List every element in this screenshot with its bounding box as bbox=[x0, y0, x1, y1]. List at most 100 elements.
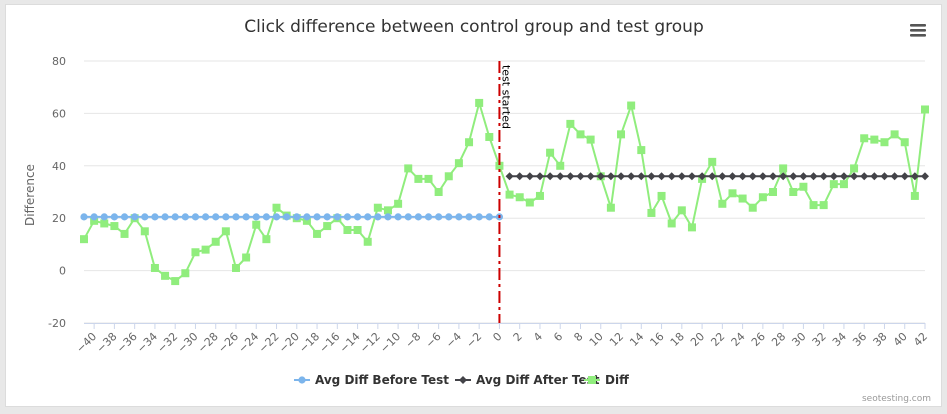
data-point[interactable] bbox=[454, 159, 463, 168]
data-point[interactable] bbox=[272, 203, 281, 212]
data-point[interactable] bbox=[789, 188, 798, 196]
data-point[interactable] bbox=[535, 172, 544, 181]
data-point[interactable] bbox=[647, 208, 656, 217]
data-point[interactable] bbox=[313, 213, 321, 221]
data-point[interactable] bbox=[910, 191, 919, 200]
data-point[interactable] bbox=[141, 213, 149, 221]
data-point[interactable] bbox=[231, 263, 240, 272]
data-point[interactable] bbox=[596, 172, 605, 181]
data-point[interactable] bbox=[677, 206, 686, 215]
data-point[interactable] bbox=[829, 172, 838, 181]
data-point[interactable] bbox=[799, 172, 808, 181]
data-point[interactable] bbox=[80, 213, 88, 221]
data-point[interactable] bbox=[890, 130, 899, 139]
data-point[interactable] bbox=[718, 199, 727, 208]
data-point[interactable] bbox=[191, 213, 200, 221]
data-point[interactable] bbox=[515, 193, 524, 202]
data-point[interactable] bbox=[404, 213, 412, 221]
data-point[interactable] bbox=[576, 172, 585, 181]
data-point[interactable] bbox=[738, 194, 747, 203]
data-point[interactable] bbox=[485, 132, 494, 141]
data-point[interactable] bbox=[505, 172, 514, 181]
data-point[interactable] bbox=[870, 135, 879, 144]
data-point[interactable] bbox=[475, 98, 484, 107]
data-point[interactable] bbox=[637, 146, 646, 155]
data-point[interactable] bbox=[515, 172, 524, 181]
data-point[interactable] bbox=[120, 229, 129, 238]
data-point[interactable] bbox=[748, 203, 757, 212]
data-point[interactable] bbox=[687, 223, 696, 232]
data-point[interactable] bbox=[191, 248, 200, 257]
data-point[interactable] bbox=[839, 180, 848, 189]
data-point[interactable] bbox=[110, 222, 119, 231]
credit-link[interactable]: seotesting.com bbox=[862, 394, 931, 404]
data-point[interactable] bbox=[262, 235, 271, 244]
data-point[interactable] bbox=[424, 213, 433, 221]
data-point[interactable] bbox=[698, 172, 707, 181]
data-point[interactable] bbox=[374, 213, 382, 221]
data-point[interactable] bbox=[465, 138, 474, 147]
data-point[interactable] bbox=[404, 164, 413, 173]
data-point[interactable] bbox=[606, 172, 615, 181]
data-point[interactable] bbox=[758, 172, 767, 181]
data-point[interactable] bbox=[525, 172, 534, 181]
data-point[interactable] bbox=[100, 213, 108, 221]
data-point[interactable] bbox=[485, 213, 493, 221]
data-point[interactable] bbox=[728, 189, 737, 198]
data-point[interactable] bbox=[900, 172, 909, 181]
data-point[interactable] bbox=[880, 172, 889, 181]
data-point[interactable] bbox=[576, 130, 585, 139]
data-point[interactable] bbox=[738, 172, 747, 181]
data-point[interactable] bbox=[131, 213, 139, 221]
data-point[interactable] bbox=[880, 138, 889, 147]
data-point[interactable] bbox=[627, 101, 636, 110]
data-point[interactable] bbox=[606, 203, 615, 212]
data-point[interactable] bbox=[870, 172, 879, 181]
data-point[interactable] bbox=[566, 172, 575, 181]
data-point[interactable] bbox=[627, 172, 636, 181]
data-point[interactable] bbox=[303, 213, 311, 221]
data-point[interactable] bbox=[120, 213, 129, 221]
data-point[interactable] bbox=[343, 225, 352, 234]
data-point[interactable] bbox=[252, 220, 261, 229]
data-point[interactable] bbox=[860, 134, 869, 143]
data-point[interactable] bbox=[242, 213, 250, 221]
data-point[interactable] bbox=[819, 201, 828, 210]
data-point[interactable] bbox=[465, 213, 473, 221]
data-point[interactable] bbox=[758, 193, 767, 202]
data-point[interactable] bbox=[262, 213, 270, 221]
data-point[interactable] bbox=[647, 172, 656, 181]
legend-item-avg-diff-after-test[interactable]: Avg Diff After Test bbox=[455, 373, 600, 387]
data-point[interactable] bbox=[414, 213, 422, 221]
series-line[interactable] bbox=[83, 101, 926, 283]
data-point[interactable] bbox=[546, 148, 555, 157]
data-point[interactable] bbox=[80, 235, 88, 244]
data-point[interactable] bbox=[839, 172, 848, 181]
legend-marker[interactable] bbox=[298, 376, 306, 384]
data-point[interactable] bbox=[890, 172, 899, 181]
data-point[interactable] bbox=[90, 216, 99, 225]
data-point[interactable] bbox=[272, 213, 281, 221]
data-point[interactable] bbox=[252, 213, 260, 221]
data-point[interactable] bbox=[556, 172, 565, 181]
data-point[interactable] bbox=[212, 213, 220, 221]
data-point[interactable] bbox=[394, 213, 402, 221]
data-point[interactable] bbox=[819, 172, 828, 181]
data-point[interactable] bbox=[373, 203, 382, 212]
data-point[interactable] bbox=[201, 213, 210, 221]
data-point[interactable] bbox=[150, 263, 159, 272]
data-point[interactable] bbox=[779, 172, 788, 181]
data-point[interactable] bbox=[566, 119, 575, 128]
data-point[interactable] bbox=[910, 172, 919, 181]
data-point[interactable] bbox=[424, 174, 433, 183]
data-point[interactable] bbox=[799, 182, 808, 191]
data-point[interactable] bbox=[718, 172, 727, 181]
data-point[interactable] bbox=[110, 213, 118, 221]
data-point[interactable] bbox=[809, 172, 818, 181]
data-point[interactable] bbox=[728, 172, 737, 181]
data-point[interactable] bbox=[242, 253, 251, 262]
data-point[interactable] bbox=[586, 135, 595, 144]
data-point[interactable] bbox=[525, 198, 534, 207]
data-point[interactable] bbox=[657, 191, 666, 200]
data-point[interactable] bbox=[414, 174, 423, 183]
